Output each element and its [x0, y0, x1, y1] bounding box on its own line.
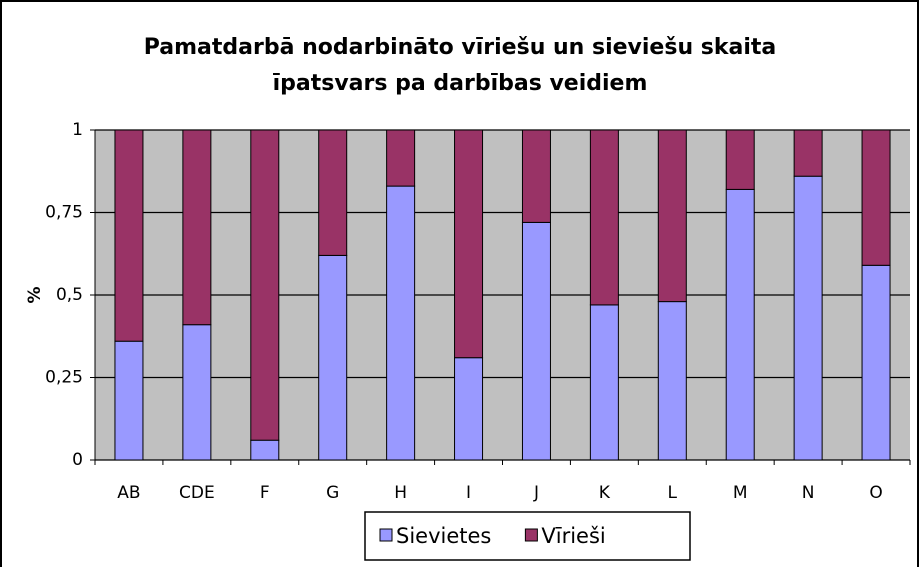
bar-segment — [182, 129, 212, 326]
y-tick-label: 0 — [72, 450, 83, 470]
bar-segment — [657, 301, 687, 461]
bar-segment — [521, 129, 551, 223]
bar-segment — [657, 129, 687, 303]
x-tick-label: J — [533, 483, 539, 503]
y-axis-label: % — [25, 286, 45, 303]
bar-segment — [454, 129, 484, 359]
bar-segment — [793, 129, 823, 177]
legend-label: Vīrieši — [541, 524, 605, 548]
bar-segment — [250, 129, 280, 441]
x-tick-label: F — [260, 483, 270, 503]
bar-segment — [386, 185, 416, 461]
bar-segment — [250, 439, 280, 461]
x-tick-label: I — [466, 483, 471, 503]
x-tick-label: CDE — [179, 483, 215, 503]
bar-segment — [454, 357, 484, 461]
x-tick-label: G — [326, 483, 339, 503]
bar-segment — [725, 129, 755, 190]
bar-segment — [114, 340, 144, 461]
x-tick-label: AB — [117, 483, 140, 503]
x-tick-label: L — [668, 483, 678, 503]
chart-title: Pamatdarbā nodarbināto vīriešu un sievie… — [143, 35, 777, 96]
bar-segment — [182, 324, 212, 461]
legend-swatch — [524, 528, 538, 542]
x-tick-label: M — [733, 483, 748, 503]
x-tick-label: N — [802, 483, 815, 503]
y-tick-label: 1 — [72, 120, 83, 140]
bar-segment — [318, 129, 348, 256]
bar-segment — [114, 129, 144, 342]
bar-segment — [521, 221, 551, 461]
bar-segment — [725, 188, 755, 461]
bar-segment — [589, 129, 619, 306]
y-tick-label: 0,5 — [56, 285, 83, 305]
bar-segment — [861, 264, 891, 461]
legend-label: Sievietes — [396, 524, 491, 548]
bar-segment — [318, 254, 348, 461]
bar-segment — [793, 175, 823, 461]
x-tick-label: O — [869, 483, 882, 503]
y-tick-label: 0,25 — [45, 368, 83, 388]
legend-swatch — [379, 528, 393, 542]
bar-segment — [861, 129, 891, 266]
x-tick-label: H — [394, 483, 407, 503]
bar-segment — [386, 129, 416, 187]
x-tick-label: K — [599, 483, 611, 503]
bar-segment — [589, 304, 619, 461]
y-tick-label: 0,75 — [45, 203, 83, 223]
